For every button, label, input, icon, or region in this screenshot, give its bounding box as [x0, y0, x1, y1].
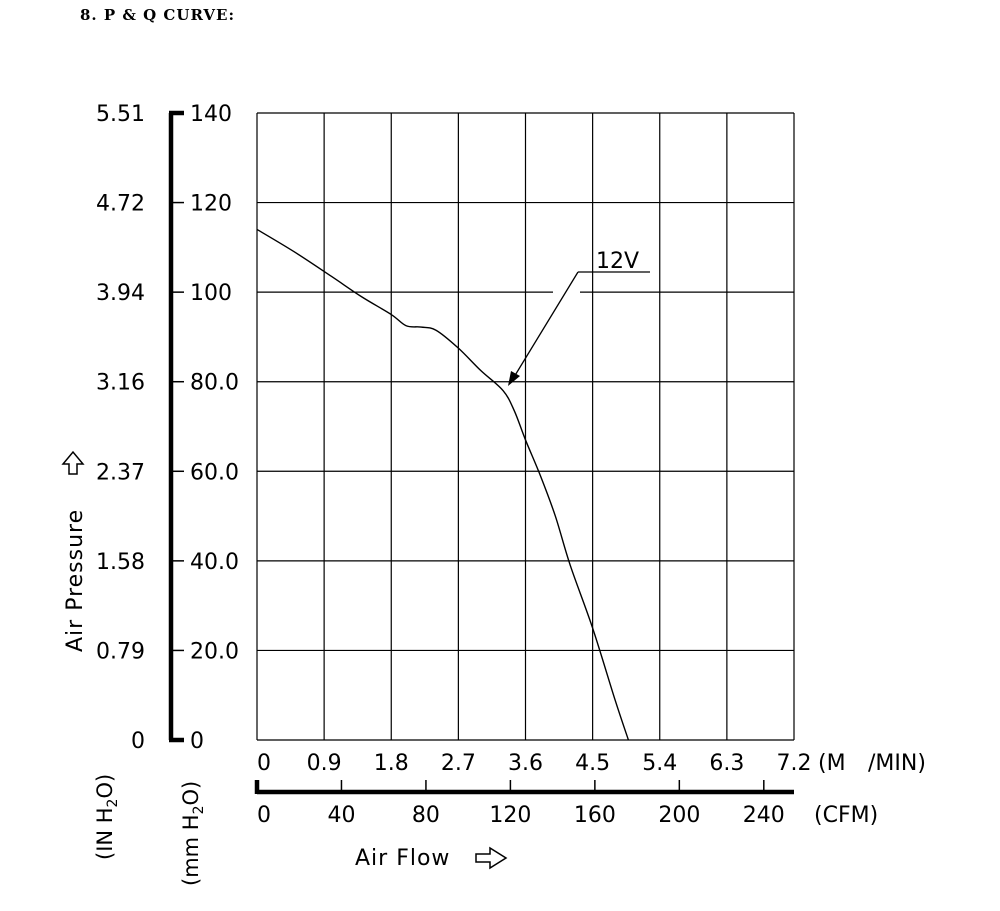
in-h2o-unit: (IN H2O): [93, 774, 121, 860]
mm-h2o-unit: (mm H2O): [179, 781, 207, 886]
x-tick-label-cfm: 0: [257, 803, 271, 828]
y-tick-label-inh2o: 0: [131, 729, 145, 754]
y-tick-label-inh2o: 3.94: [96, 281, 145, 306]
y-tick-label-mmh2o: 120: [190, 192, 232, 217]
tick-labels: 0 20.0 40.0 60.0 80.0 100 120 140 0 0.79 1.58 2.37 3…: [96, 102, 811, 828]
y-tick-label-inh2o: 1.58: [96, 550, 145, 575]
y-tick-label-inh2o: 5.51: [96, 102, 145, 127]
y-tick-label-inh2o: 3.16: [96, 371, 145, 396]
y-tick-label-inh2o: 2.37: [96, 460, 145, 485]
m3-min-unit-part1: (M: [818, 751, 846, 776]
x-tick-label-cfm: 200: [658, 803, 700, 828]
series-annotation: 12V: [508, 249, 650, 386]
y-tick-label-mmh2o: 20.0: [190, 639, 239, 664]
x-tick-label-m3min: 2.7: [441, 751, 476, 776]
x-axis-title: Air Flow: [355, 846, 450, 871]
x-tick-label-m3min: 1.8: [374, 751, 409, 776]
x-tick-label-cfm: 40: [327, 803, 355, 828]
series-layer: [256, 228, 630, 741]
series-label: 12V: [596, 249, 639, 274]
series-line-12v: [256, 228, 630, 741]
x-tick-label-m3min: 5.4: [642, 751, 677, 776]
cfm-unit: (CFM): [814, 803, 878, 828]
x-tick-label-cfm: 240: [743, 803, 785, 828]
in-h2o-unit-group: (IN H2O): [93, 774, 121, 860]
y-tick-label-inh2o: 4.72: [96, 192, 145, 217]
x-tick-label-m3min: 0.9: [307, 751, 342, 776]
x-tick-label-m3min: 7.2: [777, 751, 812, 776]
m3-min-unit-part2: /MIN): [868, 751, 926, 776]
x-tick-label-cfm: 80: [412, 803, 440, 828]
x-tick-label-cfm: 160: [574, 803, 616, 828]
x-tick-label-m3min: 0: [257, 751, 271, 776]
y-tick-label-inh2o: 0.79: [96, 639, 145, 664]
y-tick-label-mmh2o: 140: [190, 102, 232, 127]
x-tick-label-m3min: 3.6: [508, 751, 543, 776]
mm-h2o-unit-group: (mm H2O): [179, 781, 207, 886]
y-tick-label-mmh2o: 60.0: [190, 460, 239, 485]
x-tick-label-m3min: 4.5: [575, 751, 610, 776]
page-heading: 8. P & Q CURVE:: [80, 6, 235, 24]
x-tick-label-m3min: 6.3: [709, 751, 744, 776]
grid: [256, 112, 795, 741]
y-tick-label-mmh2o: 80.0: [190, 371, 239, 396]
arrow-right-icon: [475, 846, 508, 870]
y-axis-title: Air Pressure: [63, 509, 88, 652]
y-axis-title-group: Air Pressure: [61, 450, 88, 652]
y-tick-label-mmh2o: 40.0: [190, 550, 239, 575]
y-tick-label-mmh2o: 100: [190, 281, 232, 306]
axes: [168, 110, 794, 795]
series-leader-line: [510, 271, 579, 383]
arrow-up-icon: [61, 450, 85, 475]
x-tick-label-cfm: 120: [489, 803, 531, 828]
series-leader-arrowhead: [508, 371, 520, 386]
y-tick-label-mmh2o: 0: [190, 729, 204, 754]
